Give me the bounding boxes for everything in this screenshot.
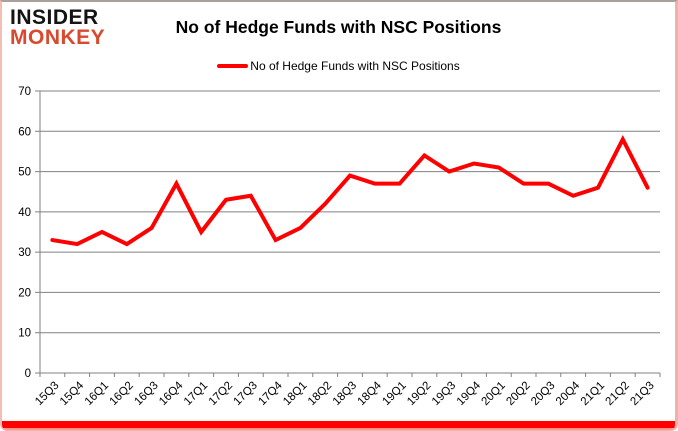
logo-text-insider: INSIDER bbox=[10, 6, 99, 29]
y-tick-label: 10 bbox=[18, 328, 31, 340]
x-tick-label: 16Q3 bbox=[132, 380, 160, 408]
legend-line-swatch bbox=[217, 64, 249, 68]
legend: No of Hedge Funds with NSC Positions bbox=[2, 59, 675, 73]
x-tick-label: 17Q2 bbox=[207, 380, 235, 408]
x-tick-label: 20Q4 bbox=[554, 379, 583, 408]
chart-title: No of Hedge Funds with NSC Positions bbox=[175, 17, 502, 37]
x-tick-label: 16Q2 bbox=[108, 380, 136, 408]
x-tick-label: 19Q1 bbox=[380, 380, 408, 408]
x-tick-label: 18Q3 bbox=[331, 380, 359, 408]
x-tick-label: 19Q3 bbox=[430, 380, 458, 408]
x-tick-label: 16Q1 bbox=[83, 380, 111, 408]
x-tick-label: 21Q1 bbox=[579, 380, 607, 408]
x-tick-label: 18Q2 bbox=[306, 380, 334, 408]
x-tick-label: 20Q3 bbox=[529, 380, 557, 408]
legend-label: No of Hedge Funds with NSC Positions bbox=[250, 59, 460, 73]
x-tick-label: 20Q2 bbox=[504, 380, 532, 408]
data-line bbox=[50, 134, 650, 247]
x-tick-label: 20Q1 bbox=[480, 380, 508, 408]
x-tick-label: 15Q3 bbox=[33, 380, 61, 408]
x-tick-label: 17Q3 bbox=[232, 380, 260, 408]
x-tick-label: 16Q4 bbox=[157, 379, 186, 408]
x-tick-label: 21Q2 bbox=[604, 380, 632, 408]
x-tick-label: 15Q4 bbox=[58, 379, 87, 408]
y-tick-label: 60 bbox=[18, 126, 31, 138]
x-tick-label: 17Q1 bbox=[182, 380, 210, 408]
y-tick-label: 70 bbox=[18, 86, 31, 98]
y-tick-label: 0 bbox=[25, 368, 31, 380]
x-tick-label: 18Q1 bbox=[281, 380, 309, 408]
x-tick-label: 18Q4 bbox=[356, 379, 385, 408]
insider-monkey-logo: INSIDER MONKEY bbox=[10, 6, 106, 49]
y-tick-label: 30 bbox=[18, 247, 31, 259]
y-tick-label: 40 bbox=[18, 207, 31, 219]
x-tick-label: 19Q4 bbox=[455, 379, 484, 408]
logo-text-monkey: MONKEY bbox=[10, 26, 106, 49]
x-tick-label: 17Q4 bbox=[256, 379, 285, 408]
y-tick-label: 20 bbox=[18, 287, 31, 299]
bottom-red-bar bbox=[2, 421, 675, 428]
y-tick-label: 50 bbox=[18, 167, 31, 179]
x-tick-label: 19Q2 bbox=[405, 380, 433, 408]
x-tick-label: 21Q3 bbox=[628, 380, 656, 408]
